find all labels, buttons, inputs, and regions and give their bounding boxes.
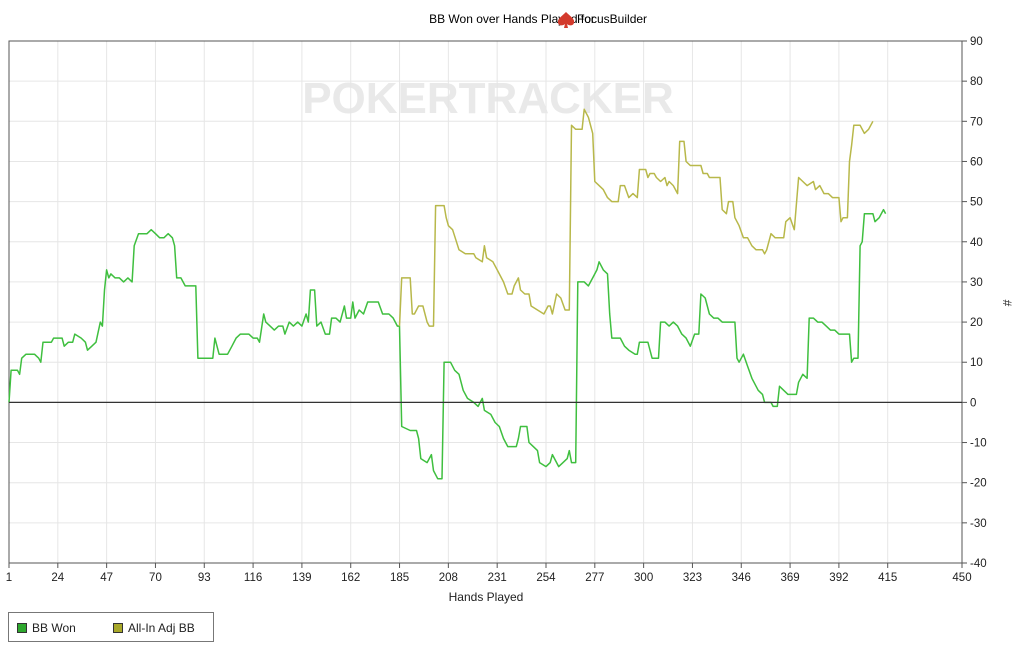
x-tick-label: 93 (198, 572, 211, 584)
y-tick-label: -20 (970, 478, 987, 490)
spade-icon (557, 12, 575, 28)
y-tick-label: -10 (970, 438, 987, 450)
y-tick-label: -30 (970, 518, 987, 530)
title-player: FocusBuilder (577, 12, 647, 26)
y-tick-label: 30 (970, 277, 983, 289)
x-tick-label: 116 (244, 572, 262, 584)
x-tick-label: 369 (780, 572, 799, 584)
y-axis-label: # (1000, 300, 1014, 307)
series-line-all-in-adj-bb (398, 108, 874, 327)
plot-area-border (8, 40, 963, 564)
x-tick-label: 139 (292, 572, 311, 584)
x-tick-label: 450 (952, 572, 971, 584)
y-tick-label: 50 (970, 197, 983, 209)
series-lines (8, 108, 887, 480)
legend-swatch-bb-won (17, 623, 27, 633)
series-line-bb-won (8, 208, 887, 480)
chart-title: BB Won over Hands Played for (429, 12, 595, 26)
legend-label-bb-won: BB Won (32, 621, 76, 635)
x-tick-label: 162 (341, 572, 360, 584)
x-tick-label: 47 (100, 572, 113, 584)
legend-swatch-all-in-adj-bb (113, 623, 123, 633)
x-axis-label: Hands Played (449, 590, 524, 604)
y-tick-label: -40 (970, 558, 987, 570)
x-tick-label: 323 (683, 572, 702, 584)
y-tick-label: 80 (970, 76, 983, 88)
x-tick-label: 70 (149, 572, 162, 584)
y-tick-label: 90 (970, 36, 983, 48)
legend: BB Won All-In Adj BB (8, 612, 214, 642)
x-tick-label: 254 (536, 572, 556, 584)
legend-label-all-in-adj-bb: All-In Adj BB (128, 621, 195, 635)
x-tick-label: 24 (51, 572, 64, 584)
legend-item-bb-won: BB Won (17, 621, 76, 635)
x-tick-label: 1 (6, 572, 12, 584)
watermark: POKERTRACKER (302, 74, 674, 123)
y-tick-label: 10 (970, 357, 983, 369)
y-axis-ticks: -40 -30 -20 -10 0 10 20 30 40 50 60 70 80 90 (962, 36, 987, 570)
x-tick-label: 415 (878, 572, 897, 584)
x-tick-label: 346 (732, 572, 751, 584)
y-tick-label: 40 (970, 237, 983, 249)
y-tick-label: 20 (970, 317, 983, 329)
y-tick-label: 70 (970, 116, 983, 128)
y-tick-label: 0 (970, 397, 976, 409)
legend-item-all-in-adj-bb: All-In Adj BB (113, 621, 195, 635)
x-tick-label: 208 (439, 572, 458, 584)
x-tick-label: 185 (390, 572, 409, 584)
x-tick-label: 300 (634, 572, 653, 584)
x-tick-label: 392 (829, 572, 848, 584)
y-tick-label: 60 (970, 156, 983, 168)
x-axis-ticks: 1 24 47 70 93 116 139 162 185 208 231 254 277 300 323 3… (6, 563, 972, 584)
x-tick-label: 231 (488, 572, 507, 584)
title-prefix: BB Won over Hands Played for (429, 12, 595, 26)
x-tick-label: 277 (585, 572, 604, 584)
